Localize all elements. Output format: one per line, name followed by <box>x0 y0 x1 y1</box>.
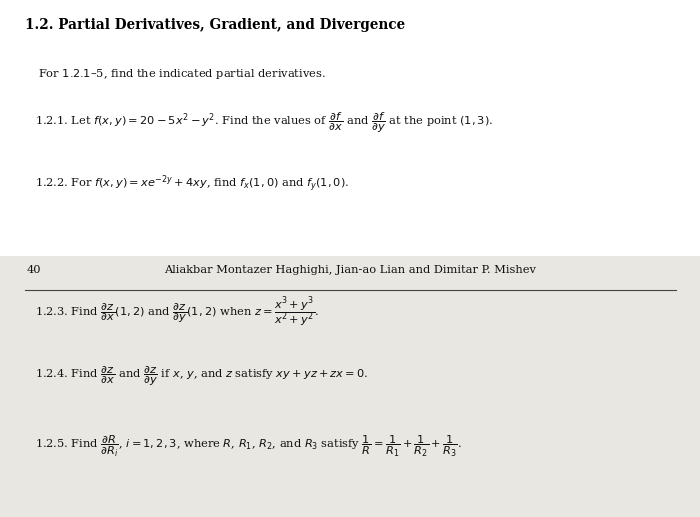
Text: 40: 40 <box>27 265 41 275</box>
Text: 1.2. Partial Derivatives, Gradient, and Divergence: 1.2. Partial Derivatives, Gradient, and … <box>25 18 405 32</box>
Text: 1.2.4. Find $\dfrac{\partial z}{\partial x}$ and $\dfrac{\partial z}{\partial y}: 1.2.4. Find $\dfrac{\partial z}{\partial… <box>35 364 368 388</box>
Text: 1.2.2. For $f(x, y) = xe^{-2y} + 4xy$, find $f_x(1, 0)$ and $f_y(1, 0)$.: 1.2.2. For $f(x, y) = xe^{-2y} + 4xy$, f… <box>35 173 349 194</box>
Text: 1.2.3. Find $\dfrac{\partial z}{\partial x}(1, 2)$ and $\dfrac{\partial z}{\part: 1.2.3. Find $\dfrac{\partial z}{\partial… <box>35 295 319 329</box>
Text: For $\mathit{1.2.1}$–5, find the indicated partial derivatives.: For $\mathit{1.2.1}$–5, find the indicat… <box>38 67 326 81</box>
Text: 1.2.5. Find $\dfrac{\partial R}{\partial R_i}$, $i = 1, 2, 3$, where $R$, $R_1$,: 1.2.5. Find $\dfrac{\partial R}{\partial… <box>35 433 462 459</box>
Text: 1.2.1. Let $f(x, y) = 20 - 5x^2 - y^2$. Find the values of $\dfrac{\partial f}{\: 1.2.1. Let $f(x, y) = 20 - 5x^2 - y^2$. … <box>35 111 493 135</box>
Text: Aliakbar Montazer Haghighi, Jian-ao Lian and Dimitar P. Mishev: Aliakbar Montazer Haghighi, Jian-ao Lian… <box>164 265 536 275</box>
